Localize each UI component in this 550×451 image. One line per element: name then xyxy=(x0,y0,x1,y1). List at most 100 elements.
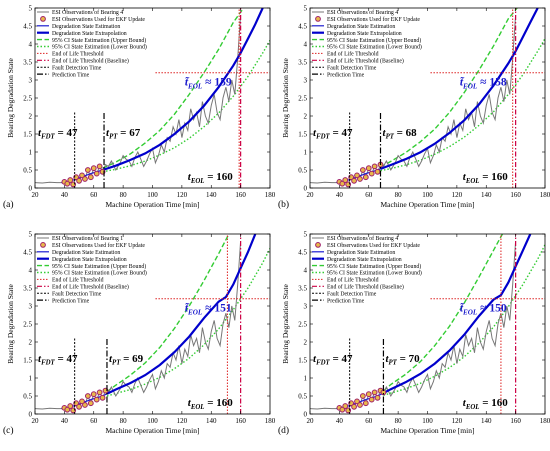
x-tick-label: 40 xyxy=(336,191,344,199)
x-tick-label: 40 xyxy=(336,417,344,425)
y-tick-label: 2 xyxy=(304,339,308,347)
y-tick-label: 4 xyxy=(29,267,33,275)
legend-label: Prediction Time xyxy=(52,298,90,304)
x-tick-label: 80 xyxy=(120,191,128,199)
ekf-update-marker xyxy=(67,177,74,183)
x-tick-label: 160 xyxy=(235,191,246,199)
ekf-update-marker xyxy=(342,403,349,409)
pt-annotation: tPT = 67 xyxy=(106,127,141,141)
ekf-update-marker xyxy=(374,168,381,175)
legend-label: 95% CI State Estimation (Lower Bound) xyxy=(327,44,422,51)
legend-label: Fault Detection Time xyxy=(327,65,377,71)
legend-label: Degradation State Extrapolation xyxy=(327,31,402,37)
legend-label: Fault Detection Time xyxy=(327,291,377,297)
legend-label: Prediction Time xyxy=(327,72,365,78)
legend-label: ESI Observations of Bearing 1 xyxy=(52,235,123,242)
legend-label: 95% CI State Estimation (Lower Bound) xyxy=(52,44,147,51)
pt-annotation: tPT = 68 xyxy=(383,127,418,141)
y-tick-label: 2.5 xyxy=(298,95,307,103)
ekf-update-marker xyxy=(84,167,91,173)
ekf-update-marker xyxy=(64,406,71,413)
x-tick-label: 60 xyxy=(90,417,98,425)
legend-label: Degradation State Estimation xyxy=(327,24,395,30)
ekf-update-marker xyxy=(87,174,94,181)
x-axis-label: Machine Operation Time [min] xyxy=(381,426,475,435)
ekf-update-marker xyxy=(359,393,366,399)
ci-lower-line xyxy=(380,38,545,172)
y-tick-label: 0 xyxy=(29,411,33,419)
legend-label: End of Life Threshold (Baseline) xyxy=(52,284,129,291)
ekf-update-marker xyxy=(365,165,372,172)
ekf-update-marker xyxy=(67,403,74,409)
plot-area xyxy=(310,8,545,188)
x-tick-label: 80 xyxy=(395,191,403,199)
legend-label: Degradation State Estimation xyxy=(52,24,120,30)
x-tick-label: 20 xyxy=(307,417,315,425)
x-tick-label: 140 xyxy=(481,191,492,199)
y-tick-label: 0 xyxy=(29,185,33,193)
ekf-update-marker xyxy=(342,177,349,183)
ekf-update-marker xyxy=(79,398,85,405)
ekf-update-marker xyxy=(368,396,375,403)
ekf-update-marker xyxy=(371,163,378,170)
y-tick-label: 0.5 xyxy=(23,393,32,401)
ci-upper-line xyxy=(382,234,504,392)
x-axis-label: Machine Operation Time [min] xyxy=(106,426,200,435)
y-tick-label: 5 xyxy=(304,231,308,239)
legend-label: Degradation State Extrapolation xyxy=(327,257,402,263)
panel-label: (d) xyxy=(278,425,289,436)
y-tick-label: 3 xyxy=(304,77,308,85)
x-tick-label: 60 xyxy=(365,417,373,425)
x-tick-label: 120 xyxy=(452,191,463,199)
y-tick-label: 4.5 xyxy=(23,23,32,31)
legend-label: ESI Observations of Bearing 4 xyxy=(52,9,123,16)
x-tick-label: 140 xyxy=(481,417,492,425)
ci-upper-line xyxy=(380,8,518,168)
x-tick-label: 40 xyxy=(61,191,69,199)
ekf-update-marker xyxy=(362,400,369,407)
y-tick-label: 2.5 xyxy=(298,321,307,329)
legend-label: Degradation State Extrapolation xyxy=(52,31,127,37)
x-tick-label: 40 xyxy=(61,417,69,425)
legend-label: End of Life Threshold (Baseline) xyxy=(327,284,404,291)
x-tick-label: 180 xyxy=(265,191,276,199)
ekf-update-marker xyxy=(90,165,97,172)
x-tick-label: 60 xyxy=(365,191,373,199)
panel-label: (c) xyxy=(3,425,14,436)
legend-label: 95% CI State Estimation (Upper Bound) xyxy=(327,263,421,270)
eol-annotation: tEOL = 160 xyxy=(188,397,233,411)
y-tick-label: 3.5 xyxy=(23,59,32,67)
ekf-update-marker xyxy=(357,176,363,182)
state-extrapolation-line xyxy=(382,234,532,395)
state-extrapolation-line xyxy=(106,234,257,395)
legend-label: End of Life Threshold (Baseline) xyxy=(52,58,129,65)
legend-label: End of Life Threshold xyxy=(327,277,379,284)
y-tick-label: 3.5 xyxy=(23,285,32,293)
y-tick-label: 3.5 xyxy=(298,285,307,293)
ekf-update-marker xyxy=(365,391,372,398)
chart-panel-2: 20 40 60 80 100 120 140 160 180 0 0.5 1 1.5 2 2.5 3 3.5 4… xyxy=(278,5,550,211)
ekf-update-marker xyxy=(357,402,363,408)
legend-label: Degradation State Estimation xyxy=(327,250,395,256)
y-tick-label: 2 xyxy=(29,339,33,347)
y-tick-label: 2 xyxy=(304,113,308,121)
ekf-update-marker xyxy=(87,400,94,407)
x-tick-label: 80 xyxy=(395,417,403,425)
y-tick-label: 1.5 xyxy=(23,131,32,139)
legend-label: ESI Observations Used for EKF Update xyxy=(327,16,420,23)
ekf-update-marker xyxy=(82,402,88,408)
ekf-update-marker xyxy=(354,172,360,179)
legend-label: ESI Observations Used for EKF Update xyxy=(52,16,145,23)
y-tick-label: 1 xyxy=(304,149,308,157)
plot-area xyxy=(35,234,270,414)
x-tick-label: 20 xyxy=(307,191,315,199)
legend-label: 95% CI State Estimation (Upper Bound) xyxy=(52,37,146,44)
y-axis-label: Bearing Degradation State xyxy=(6,58,15,138)
y-tick-label: 4 xyxy=(304,41,308,49)
x-tick-label: 140 xyxy=(206,191,217,199)
chart-panel-4: 20 40 60 80 100 120 140 160 180 0 0.5 1 1.5 2 2.5 3 3.5 4… xyxy=(278,231,550,437)
legend-label: Degradation State Extrapolation xyxy=(52,257,127,263)
y-tick-label: 4.5 xyxy=(23,249,32,257)
